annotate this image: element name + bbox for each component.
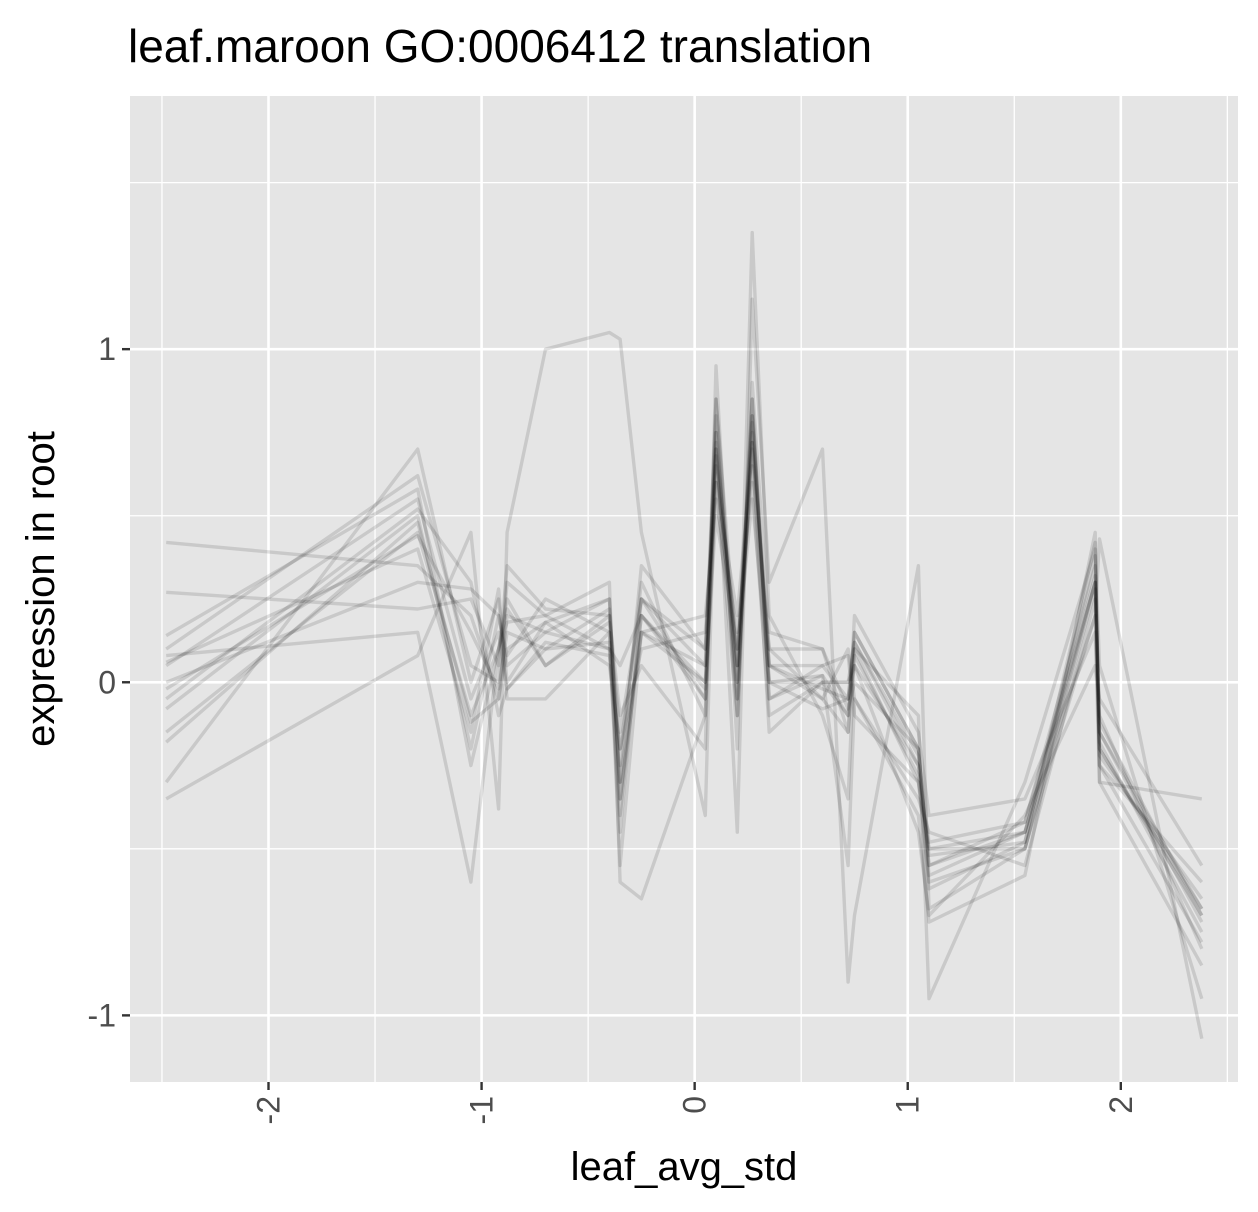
y-tick-label: 1 (98, 331, 116, 367)
y-tick-label: -1 (88, 997, 116, 1033)
series-line-11 (165, 447, 1204, 900)
series-line-5 (166, 380, 1204, 967)
series-line-14 (166, 397, 1203, 924)
series-line-4 (165, 464, 1204, 884)
chart-title: leaf.maroon GO:0006412 translation (128, 20, 872, 72)
series-line-9 (165, 497, 1204, 917)
y-axis-title: expression in root (19, 431, 63, 747)
major-gridlines (130, 96, 1238, 1082)
x-tick-label: 1 (890, 1096, 926, 1114)
series-line-12 (165, 440, 1204, 917)
axis-ticks (122, 347, 1123, 1090)
x-tick-labels: -2 -1 0 1 2 (251, 1096, 1139, 1124)
series-lines (164, 230, 1204, 1040)
series-line-10 (165, 414, 1204, 933)
x-axis-title: leaf_avg_std (571, 1145, 798, 1189)
plot-panel (130, 96, 1238, 1082)
series-line-6 (164, 447, 1204, 918)
x-tick-label: -2 (251, 1096, 287, 1124)
y-tick-labels: -1 0 1 (88, 331, 116, 1033)
minor-gridlines (130, 96, 1238, 1082)
y-tick-label: 0 (98, 664, 116, 700)
series-line-7 (166, 230, 1204, 1001)
series-line-13 (165, 414, 1204, 943)
x-tick-label: -1 (464, 1096, 500, 1124)
series-line-2 (165, 420, 1204, 923)
series-line-8 (165, 297, 1204, 1040)
x-tick-label: 0 (677, 1096, 713, 1114)
series-line-3 (165, 397, 1204, 950)
series-line-15 (165, 414, 1204, 910)
series-line-1 (165, 430, 1204, 910)
x-tick-label: 2 (1103, 1096, 1139, 1114)
